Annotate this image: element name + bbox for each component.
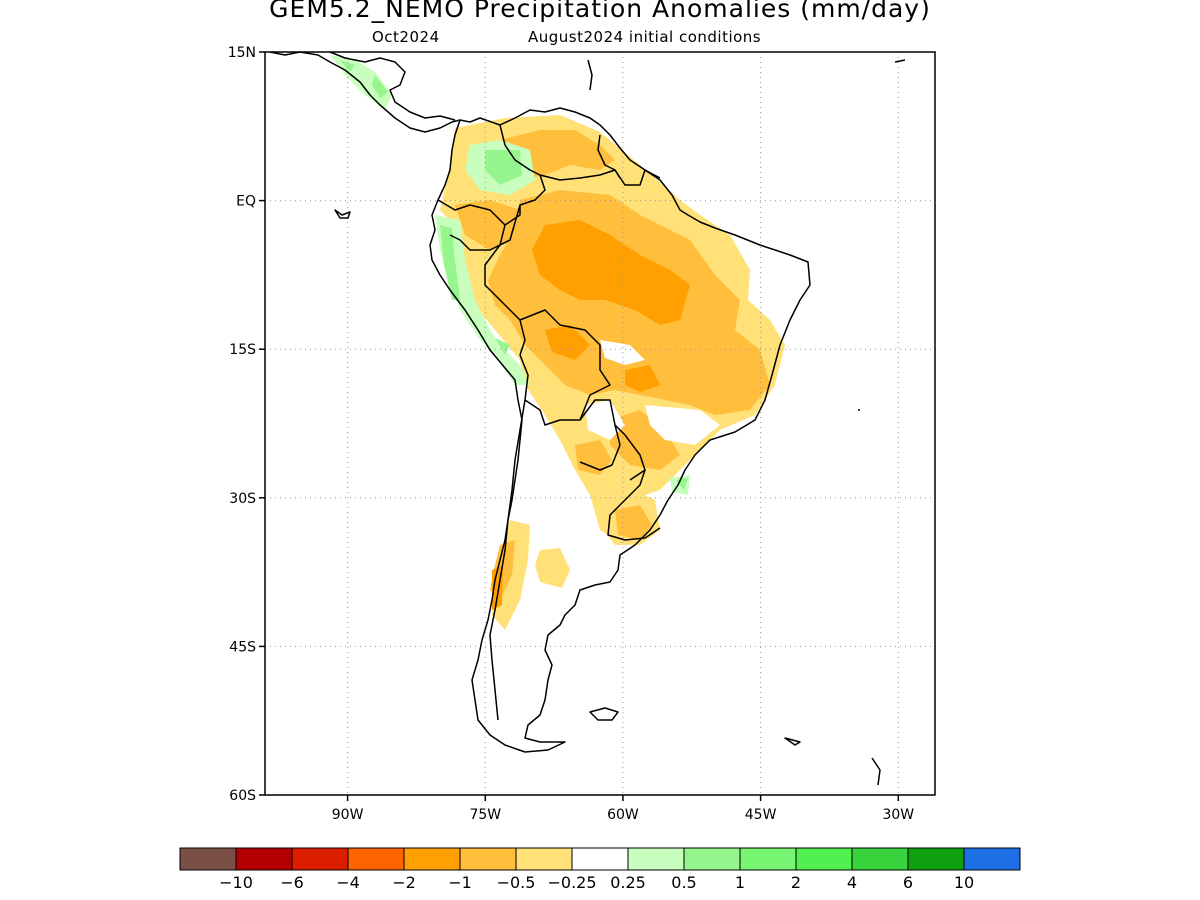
- colorbar-swatch: [739, 847, 797, 871]
- colorbar-label: 6: [903, 873, 913, 892]
- caribbean-islands: [587, 59, 906, 786]
- anomaly-green-ecuador-core: [440, 225, 510, 355]
- lat-tick-label: 45S: [229, 639, 256, 655]
- colorbar-swatch: [963, 847, 1021, 871]
- colorbar-swatch: [795, 847, 853, 871]
- anomaly-field: [330, 55, 810, 630]
- anomaly-deep-orange-brazil: [625, 365, 660, 392]
- anomaly-orange-uruguay: [615, 505, 652, 540]
- anomaly-orange-chaco: [575, 440, 612, 475]
- colorbar-swatch: [347, 847, 405, 871]
- anomaly-neutral-southeast: [645, 405, 720, 445]
- south-america-coastline: [429, 107, 811, 753]
- lat-tick-label: 15N: [228, 45, 256, 61]
- falkland-islands: [589, 707, 619, 721]
- border-bolivia-paraguay-argentina: [519, 354, 646, 481]
- central-america-coastline: [269, 51, 461, 133]
- border-guyana: [597, 134, 661, 186]
- colorbar-swatch: [851, 847, 909, 871]
- lat-tick-label: 15S: [229, 342, 256, 358]
- border-paraguay-brazil: [579, 424, 621, 471]
- colorbar-label: 2: [791, 873, 801, 892]
- lon-tick-label: 60W: [607, 807, 639, 823]
- anomaly-green-colombia-core: [485, 150, 522, 185]
- colorbar-label: −0.25: [547, 873, 596, 892]
- border-peru-brazil: [484, 224, 526, 356]
- anomaly-orange-colombia: [455, 200, 520, 250]
- colorbar-label: 0.25: [610, 873, 646, 892]
- colorbar-label: −4: [336, 873, 360, 892]
- colorbar-label: 1: [735, 873, 745, 892]
- anomaly-green-central-america-core: [340, 60, 388, 98]
- longitude-labels: 90W 75W 60W 45W 30W: [332, 795, 914, 823]
- colorbar: −10 −6 −4 −2 −1 −0.5 −0.25 0.25 0.5 1 2 4 6 10: [179, 847, 1021, 892]
- lon-tick-label: 45W: [745, 807, 777, 823]
- anomaly-neutral-nordeste: [752, 255, 810, 320]
- colorbar-label: 4: [847, 873, 857, 892]
- map-title: GEM5.2_NEMO Precipitation Anomalies (mm/…: [269, 0, 931, 23]
- border-layer: [437, 124, 661, 721]
- colorbar-label: −6: [280, 873, 304, 892]
- colorbar-swatch: [571, 847, 629, 871]
- valid-month-label: Oct2024: [372, 28, 440, 46]
- colorbar-label: 10: [954, 873, 974, 892]
- anomaly-deep-orange-bolivia: [545, 325, 590, 360]
- colorbar-swatch: [235, 847, 293, 871]
- border-colombia-ecuador-peru: [437, 199, 521, 251]
- colorbar-swatch: [403, 847, 461, 871]
- lon-tick-label: 30W: [882, 807, 914, 823]
- colorbar-swatch: [907, 847, 965, 871]
- lat-tick-label: EQ: [236, 194, 256, 210]
- colorbar-swatch: [179, 847, 237, 871]
- border-brazil-bolivia: [519, 309, 611, 421]
- colorbar-swatch: [459, 847, 517, 871]
- anomaly-yellow-patagonia: [535, 548, 570, 588]
- anomaly-green-ecuador: [435, 215, 530, 385]
- colorbar-label: −2: [392, 873, 416, 892]
- colorbar-label: −0.5: [497, 873, 536, 892]
- galapagos-islands: [334, 209, 351, 219]
- border-argentina-brazil-uruguay: [607, 469, 661, 541]
- map-frame: [264, 51, 936, 796]
- colorbar-swatch: [291, 847, 349, 871]
- lon-tick-label: 90W: [332, 807, 364, 823]
- lat-tick-label: 30S: [229, 491, 256, 507]
- latitude-labels: 15N EQ 15S 30S 45S 60S: [228, 45, 265, 804]
- colorbar-swatch: [627, 847, 685, 871]
- lat-tick-label: 60S: [229, 788, 256, 804]
- lon-tick-label: 75W: [469, 807, 501, 823]
- colorbar-swatch: [515, 847, 573, 871]
- colorbar-label: −10: [219, 873, 253, 892]
- colorbar-swatch: [683, 847, 741, 871]
- coastline-layer: [269, 51, 906, 786]
- anomaly-deep-orange-amazon: [532, 220, 690, 325]
- anomaly-orange-paraguay: [610, 410, 680, 470]
- border-colombia-venezuela: [499, 124, 546, 206]
- anomaly-green-south-brazil-core: [676, 478, 688, 490]
- anomaly-neutral-bolivia: [585, 400, 625, 440]
- south-georgia: [784, 737, 801, 746]
- border-chile-argentina: [489, 399, 526, 721]
- init-conditions-label: August2024 initial conditions: [528, 28, 762, 46]
- colorbar-label: 0.5: [671, 873, 696, 892]
- colorbar-label: −1: [448, 873, 472, 892]
